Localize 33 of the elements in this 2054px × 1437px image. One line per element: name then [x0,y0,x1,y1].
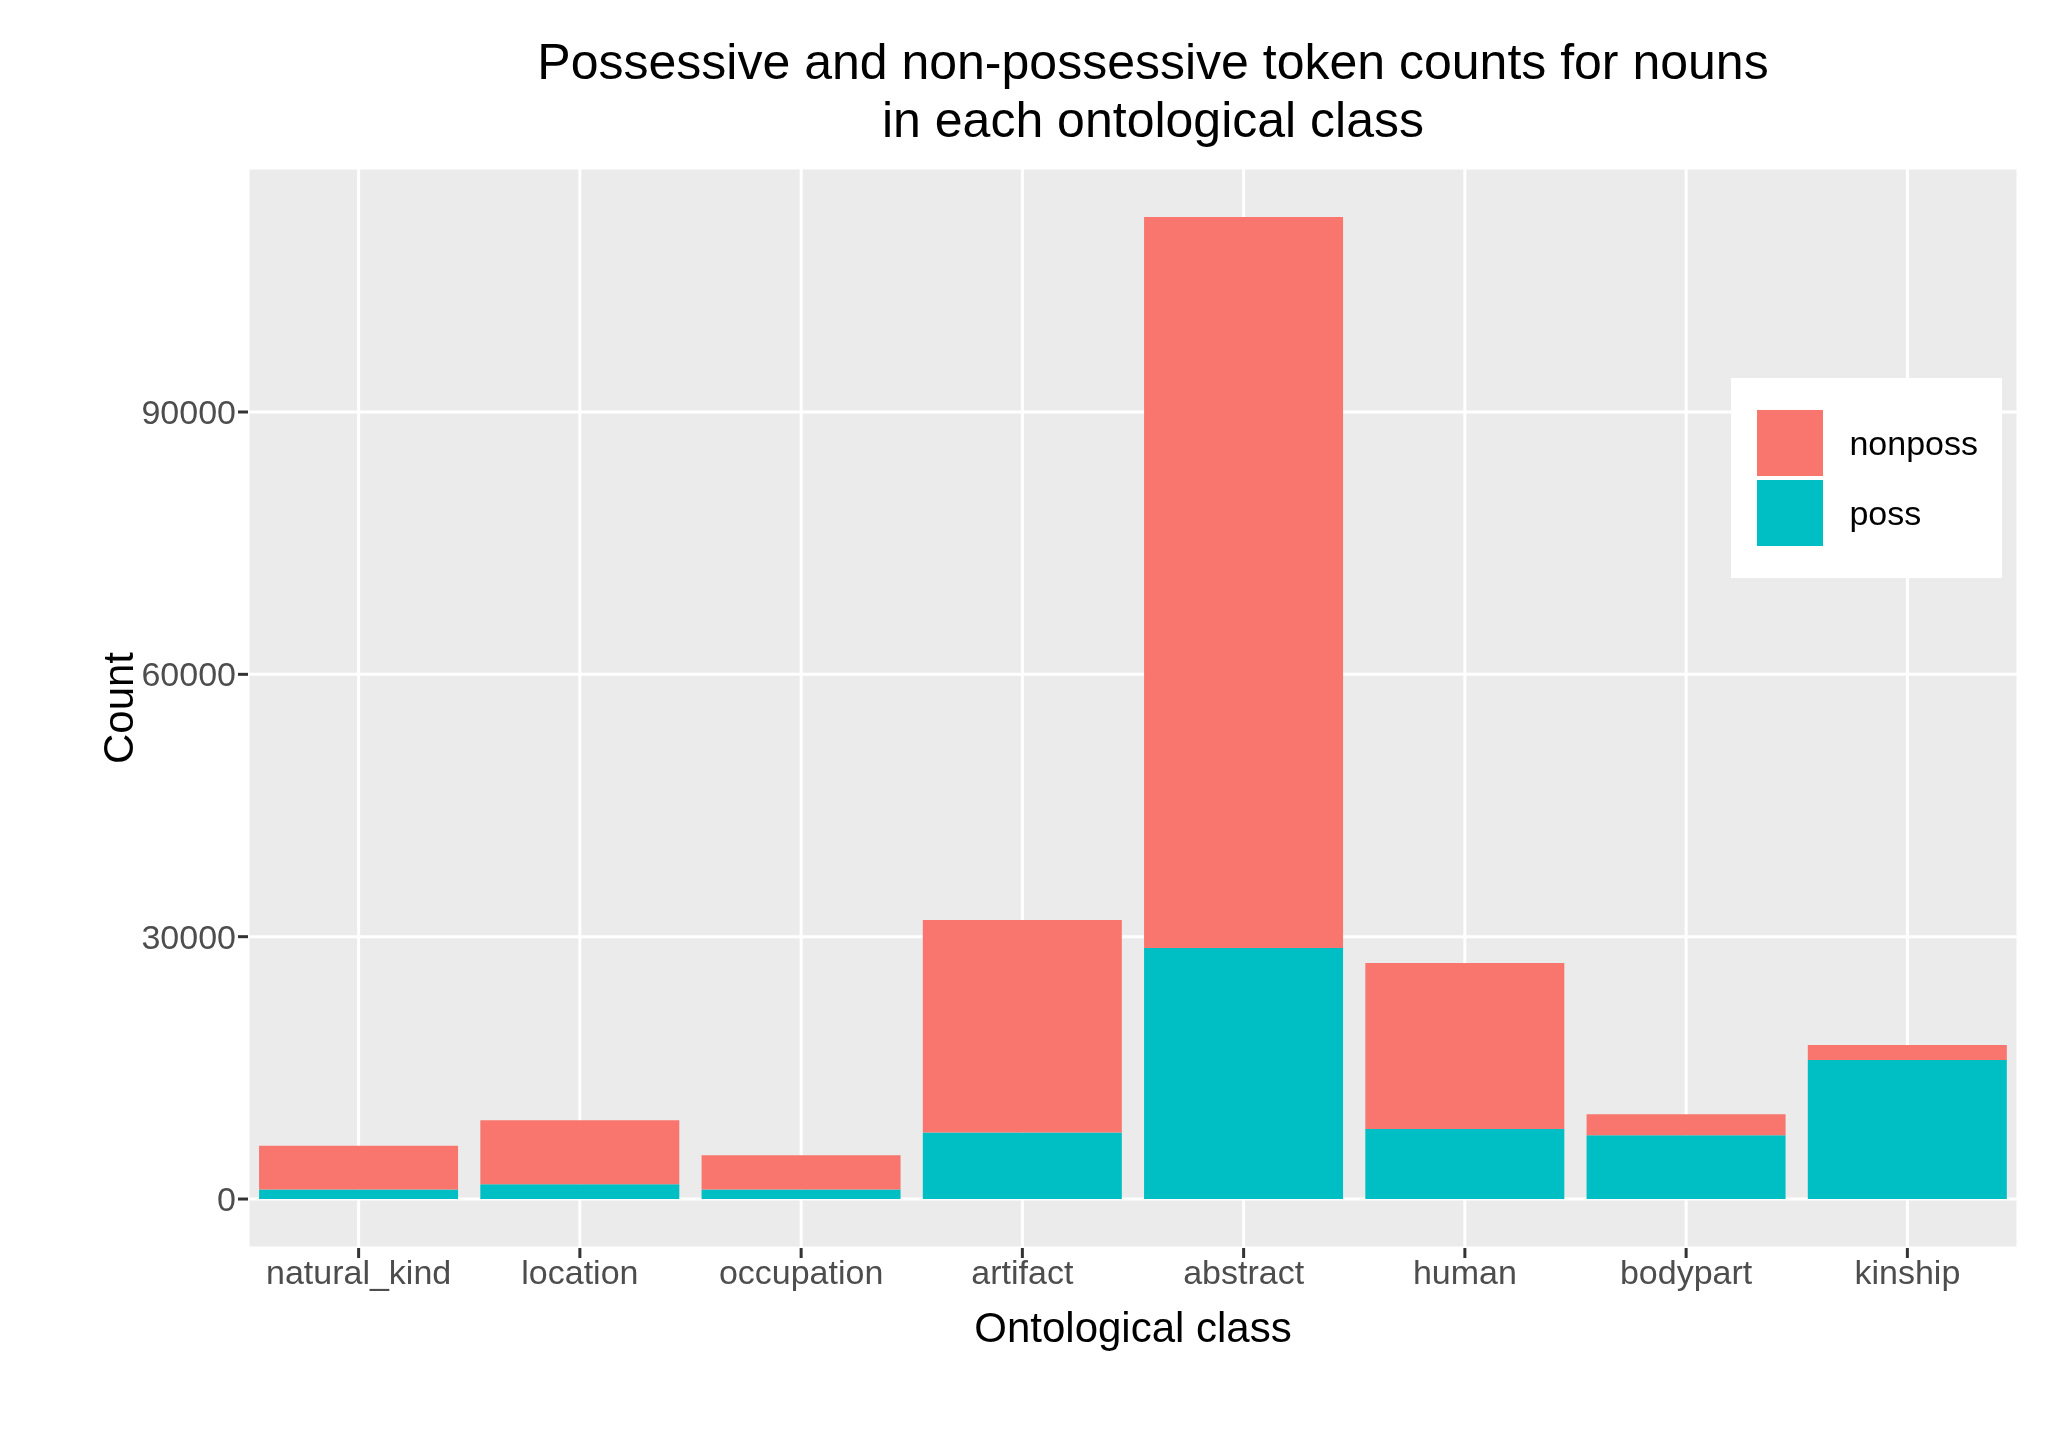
bar [259,1189,459,1200]
bar [480,1184,680,1200]
bar [1365,962,1565,1130]
x-tick-label: location [521,1253,639,1292]
bar [1144,948,1344,1200]
x-tick-label: bodypart [1619,1253,1753,1292]
x-tick-label: human [1412,1253,1517,1292]
y-axis-title: Count [94,651,142,765]
bar [701,1189,901,1200]
y-tick-label: 0 [217,1180,236,1219]
bar [1365,1129,1565,1200]
x-tick-label: artifact [971,1253,1074,1292]
bar [1586,1135,1786,1200]
x-tick-label: abstract [1183,1253,1305,1292]
x-tick-label: natural_kind [266,1253,452,1292]
bar [1144,216,1344,949]
bar [701,1155,901,1190]
legend-label: poss [1849,493,1922,533]
bar [922,920,1122,1133]
bar [1586,1114,1786,1136]
y-tick-label: 90000 [141,393,236,432]
bar [1807,1045,2007,1060]
x-axis-title: Ontological class [974,1304,1292,1351]
bar [1807,1059,2007,1200]
x-tick-label: occupation [718,1253,884,1292]
legend-label: nonposs [1849,423,1978,463]
y-tick-label: 60000 [141,655,236,694]
bar [922,1132,1122,1200]
bar [480,1120,680,1185]
bar [259,1145,459,1190]
chart-title: Possessive and non-possessive token counts for nouns in each ontological class [536,33,1770,149]
y-tick-label: 30000 [141,917,236,956]
x-tick-label: kinship [1854,1253,1961,1292]
